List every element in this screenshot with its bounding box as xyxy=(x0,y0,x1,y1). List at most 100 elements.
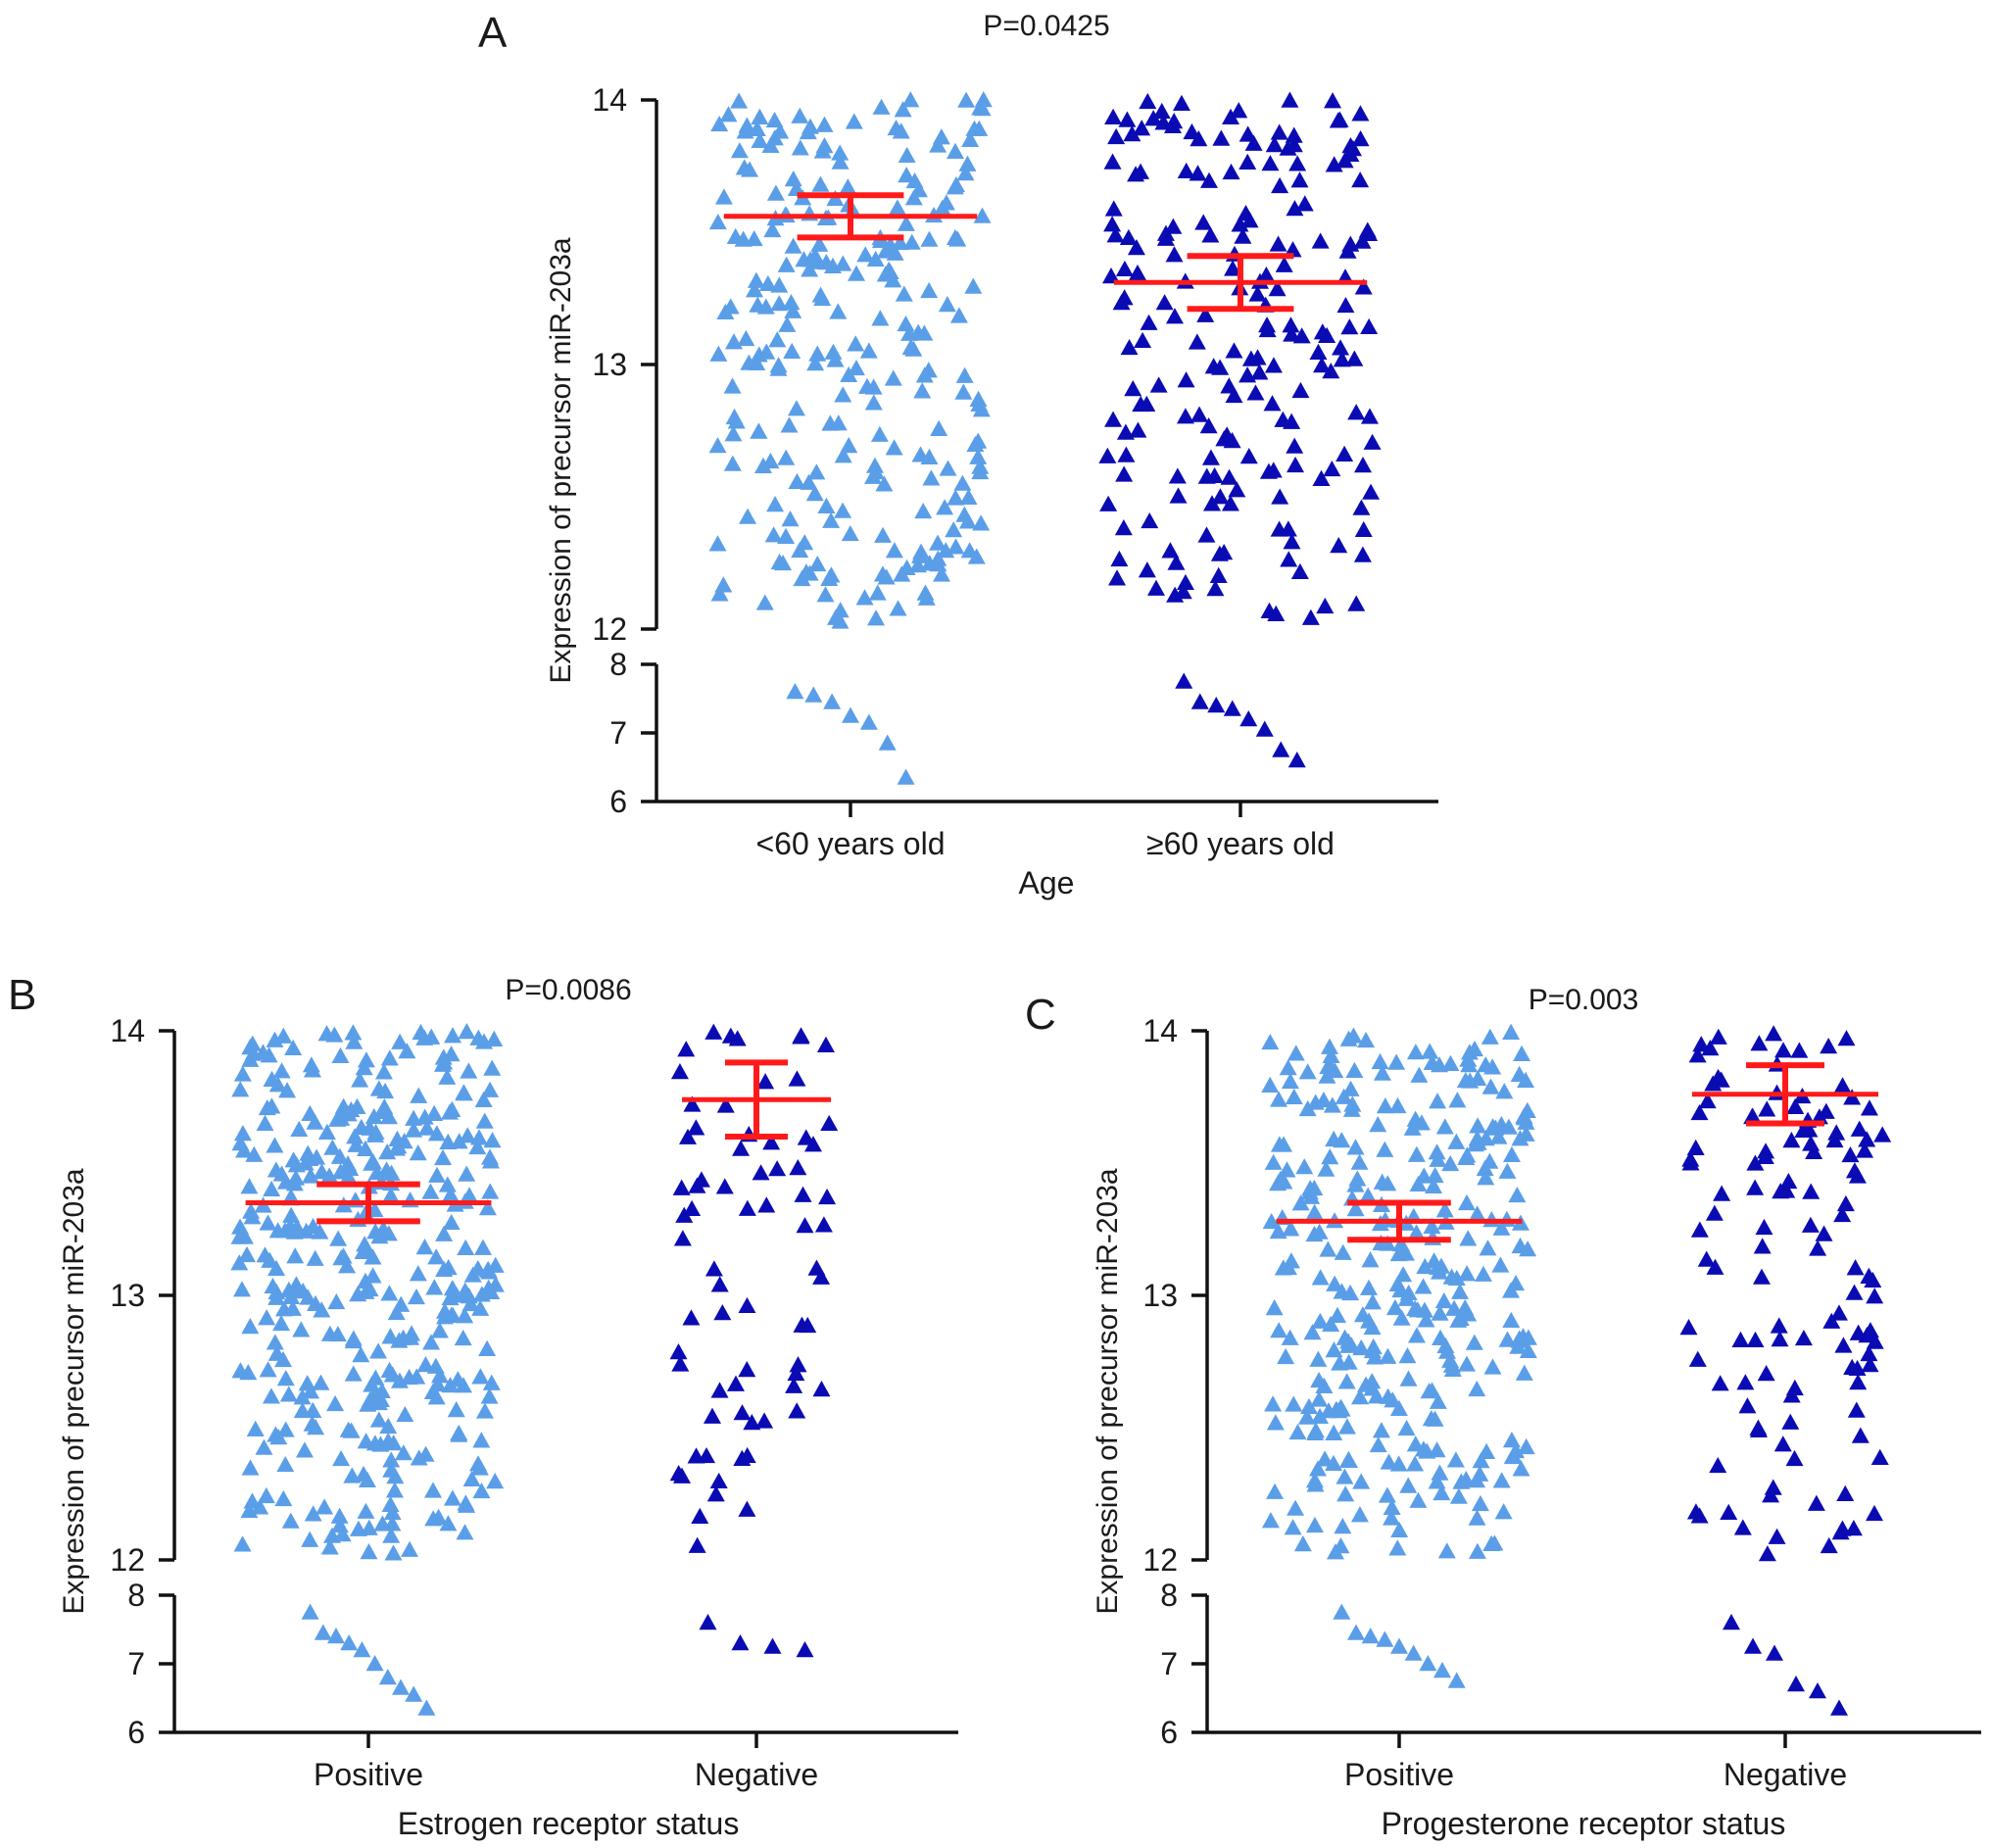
data-point xyxy=(424,1510,443,1527)
data-point xyxy=(463,1266,482,1283)
data-point xyxy=(421,1183,440,1199)
data-point xyxy=(1419,1655,1437,1672)
data-point xyxy=(469,1029,488,1046)
panel-a-ytick-label-14: 14 xyxy=(592,82,627,118)
data-point xyxy=(752,1164,770,1181)
data-point xyxy=(1870,1448,1889,1465)
data-point xyxy=(938,295,956,313)
data-point xyxy=(1165,246,1184,263)
data-point xyxy=(1283,413,1301,429)
data-point xyxy=(339,1168,358,1185)
data-point xyxy=(1422,1409,1440,1427)
data-point xyxy=(1477,1056,1495,1073)
data-point xyxy=(901,338,920,356)
data-point xyxy=(788,1402,806,1419)
data-point xyxy=(332,1249,351,1266)
data-point xyxy=(731,1634,750,1651)
data-point xyxy=(480,1387,499,1404)
data-point xyxy=(1743,1107,1762,1125)
data-point xyxy=(1390,1637,1408,1654)
data-point xyxy=(1098,447,1117,463)
data-point xyxy=(1346,1139,1365,1155)
data-point xyxy=(1709,1456,1727,1474)
data-point xyxy=(1807,1494,1825,1511)
data-point xyxy=(673,1230,692,1246)
data-point xyxy=(383,1503,402,1521)
data-point xyxy=(1358,221,1377,238)
data-point xyxy=(1279,520,1297,537)
data-point xyxy=(1681,1154,1700,1171)
data-point xyxy=(1271,1170,1289,1187)
data-point xyxy=(932,128,950,145)
data-point xyxy=(441,1377,460,1393)
panel-a-ytick-label-12: 12 xyxy=(592,611,627,647)
data-point xyxy=(780,416,799,433)
data-point xyxy=(326,1394,345,1412)
data-point xyxy=(278,1082,297,1098)
data-point xyxy=(1510,1332,1529,1348)
data-point xyxy=(755,1412,774,1429)
data-point xyxy=(1114,519,1133,536)
data-point xyxy=(258,1098,276,1116)
data-point xyxy=(1410,1066,1429,1083)
data-point xyxy=(708,213,727,230)
data-point xyxy=(385,1482,404,1498)
data-point xyxy=(708,437,727,454)
data-point xyxy=(1301,1180,1320,1196)
data-point xyxy=(379,1432,398,1448)
data-point xyxy=(1266,1483,1285,1499)
data-point xyxy=(834,502,852,518)
data-point xyxy=(267,1161,285,1178)
data-point xyxy=(1688,1350,1707,1367)
data-point xyxy=(1123,125,1141,142)
panel-c-y-axis-label: Expression of precursor miR-203a xyxy=(1092,1168,1124,1615)
data-point xyxy=(719,106,738,122)
data-point xyxy=(241,1459,260,1476)
data-point xyxy=(1288,155,1307,171)
data-point xyxy=(1287,1499,1305,1516)
data-point xyxy=(298,1375,316,1391)
data-point xyxy=(435,1225,454,1241)
data-point xyxy=(855,589,874,606)
data-point xyxy=(1361,1628,1380,1644)
data-point xyxy=(1713,1185,1731,1201)
data-point xyxy=(1860,1344,1878,1362)
data-point xyxy=(325,1026,344,1043)
data-point xyxy=(724,425,743,442)
data-point xyxy=(1469,1117,1487,1134)
data-point xyxy=(813,142,832,159)
data-point xyxy=(912,543,931,559)
data-point xyxy=(382,1451,401,1468)
data-point xyxy=(1474,1265,1492,1282)
data-point xyxy=(710,115,729,132)
data-point xyxy=(1244,134,1263,151)
data-point xyxy=(723,377,742,394)
data-point xyxy=(1507,1441,1526,1459)
data-point xyxy=(788,1070,806,1087)
data-point xyxy=(868,584,887,601)
data-point xyxy=(959,488,978,505)
data-point xyxy=(1344,1027,1363,1044)
data-point xyxy=(1425,1177,1443,1193)
data-point xyxy=(1221,495,1239,511)
data-point xyxy=(1733,1519,1752,1535)
data-point xyxy=(272,1314,291,1332)
data-point xyxy=(1305,1225,1324,1242)
data-point xyxy=(1146,579,1165,596)
data-point xyxy=(1690,1103,1709,1121)
data-point xyxy=(259,1214,277,1231)
data-point xyxy=(845,113,863,129)
data-point xyxy=(346,1128,364,1144)
data-point xyxy=(482,1283,501,1300)
data-point xyxy=(1406,1044,1425,1060)
data-point xyxy=(435,1260,454,1277)
data-point xyxy=(956,165,975,181)
data-point xyxy=(1231,216,1249,232)
data-point xyxy=(323,1139,342,1155)
data-point xyxy=(1271,488,1289,505)
panel-c-ytick-label-14: 14 xyxy=(1142,1013,1178,1048)
data-point xyxy=(357,1502,375,1519)
data-point xyxy=(1205,466,1224,484)
data-point xyxy=(313,1301,331,1318)
data-point xyxy=(706,1485,725,1502)
